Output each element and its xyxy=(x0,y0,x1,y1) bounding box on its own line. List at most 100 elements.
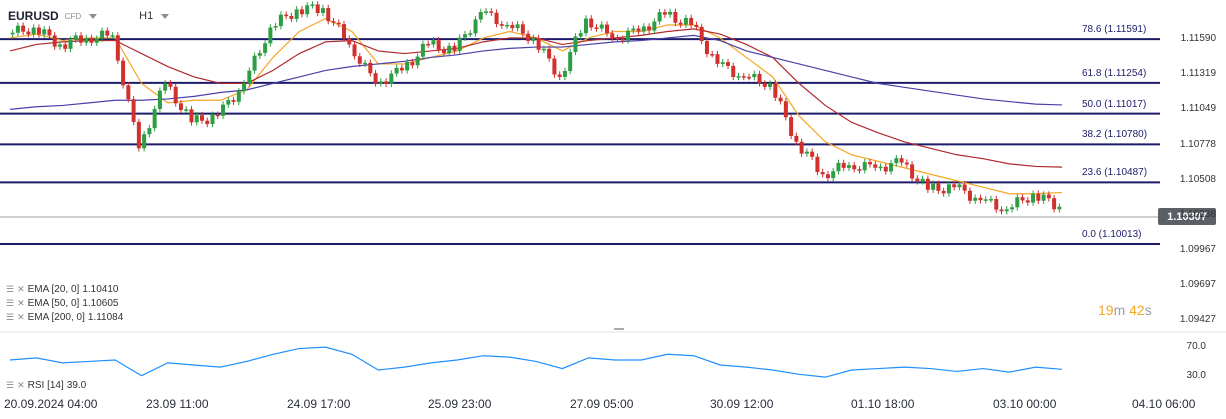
candle-body xyxy=(915,178,920,182)
candle-body xyxy=(1025,200,1030,203)
candle-body xyxy=(100,30,105,39)
candle-body xyxy=(457,37,462,51)
candle-body xyxy=(378,81,383,84)
candle-body xyxy=(952,184,957,188)
candle-body xyxy=(620,38,625,41)
time-axis-label: 01.10 18:00 xyxy=(851,397,915,411)
candle-body xyxy=(1004,209,1009,212)
candle-body xyxy=(31,27,36,35)
candle-body xyxy=(846,165,851,168)
candle-body xyxy=(883,166,888,172)
candle-body xyxy=(557,74,562,77)
time-axis-label: 23.09 11:00 xyxy=(146,397,209,411)
candle-body xyxy=(757,73,762,84)
candle-body xyxy=(747,76,752,79)
rsi-legend: ☰ ✕ RSI [14] 39.0 xyxy=(6,380,86,391)
candle-body xyxy=(678,22,683,25)
candle-body xyxy=(852,165,857,170)
close-icon[interactable]: ✕ xyxy=(17,298,25,308)
candle-body xyxy=(736,76,741,78)
candle-body xyxy=(205,120,210,125)
candle-body xyxy=(131,99,136,122)
close-icon[interactable]: ✕ xyxy=(17,312,25,322)
candle-body xyxy=(699,26,704,42)
menu-icon[interactable]: ☰ xyxy=(6,380,15,390)
price-axis-label: 1.11590 xyxy=(1180,33,1216,45)
menu-icon[interactable]: ☰ xyxy=(6,312,15,322)
candle-body xyxy=(594,27,599,29)
candle-body xyxy=(878,166,883,169)
candle-body xyxy=(725,62,730,66)
symbol-dropdown-icon[interactable] xyxy=(89,13,98,19)
candle-body xyxy=(189,109,194,123)
candle-body xyxy=(815,156,820,173)
candle-body xyxy=(410,62,415,66)
ema50-legend: ☰ ✕ EMA [50, 0] 1.10605 xyxy=(6,298,118,309)
candle-body xyxy=(510,24,515,29)
candle-body xyxy=(389,73,394,84)
candle-body xyxy=(536,37,541,50)
candle-body xyxy=(783,101,788,118)
candle-body xyxy=(636,28,641,32)
candle-body xyxy=(468,33,473,35)
menu-icon[interactable]: ☰ xyxy=(6,284,15,294)
ema20-label: EMA [20, 0] xyxy=(27,284,80,295)
candle-body xyxy=(668,11,673,15)
time-axis-label: 04.10 06:00 xyxy=(1132,397,1196,411)
symbol-name[interactable]: EURUSD xyxy=(8,9,59,23)
time-axis-label: 03.10 00:00 xyxy=(993,397,1057,411)
candle-body xyxy=(147,128,152,135)
candle-body xyxy=(289,15,294,19)
candle-body xyxy=(278,14,283,27)
candle-body xyxy=(126,85,131,100)
candle-body xyxy=(1046,194,1051,199)
candle-body xyxy=(168,83,173,87)
candle-body xyxy=(73,35,78,40)
candle-body xyxy=(1036,193,1041,201)
ema50-value: 1.10605 xyxy=(82,298,119,309)
candle-body xyxy=(21,25,26,32)
candle-body xyxy=(357,56,362,64)
timeframe-dropdown-icon[interactable] xyxy=(161,13,170,19)
candle-body xyxy=(520,24,525,34)
candle-body xyxy=(1010,207,1015,210)
candle-body xyxy=(499,24,504,26)
ema200-line xyxy=(9,34,1063,110)
candle-body xyxy=(689,17,694,25)
candle-body xyxy=(68,39,73,49)
candle-body xyxy=(731,65,736,77)
candle-body xyxy=(236,91,241,102)
candle-body xyxy=(936,183,941,191)
candle-body xyxy=(373,73,378,84)
candle-body xyxy=(526,33,531,41)
candle-body xyxy=(904,162,909,165)
menu-icon[interactable]: ☰ xyxy=(6,298,15,308)
close-icon[interactable]: ✕ xyxy=(17,284,25,294)
price-axis-label: 1.11049 xyxy=(1180,103,1216,115)
timeframe[interactable]: H1 xyxy=(139,10,154,22)
candle-body xyxy=(988,199,993,201)
candle-body xyxy=(657,12,662,22)
candle-body xyxy=(894,158,899,164)
candle-body xyxy=(194,115,199,123)
candle-body xyxy=(683,17,688,25)
candle-body xyxy=(494,12,499,25)
candle-body xyxy=(631,28,636,31)
candle-body xyxy=(694,24,699,27)
candle-body xyxy=(820,172,825,175)
candle-body xyxy=(647,26,652,31)
candle-body xyxy=(420,43,425,57)
candle-body xyxy=(315,4,320,13)
candle-body xyxy=(946,184,951,194)
candle-body xyxy=(1052,198,1057,210)
close-icon[interactable]: ✕ xyxy=(17,380,25,390)
candle-body xyxy=(436,40,441,50)
candle-body xyxy=(178,103,183,111)
ema200-value: 1.11084 xyxy=(87,312,124,323)
candle-body xyxy=(552,58,557,75)
candle-body xyxy=(320,8,325,13)
ema200-label: EMA [200, 0] xyxy=(27,312,85,323)
fibonacci-levels[interactable] xyxy=(0,38,1160,245)
fib-label-61-8: 61.8 (1.11254) xyxy=(1082,67,1147,79)
